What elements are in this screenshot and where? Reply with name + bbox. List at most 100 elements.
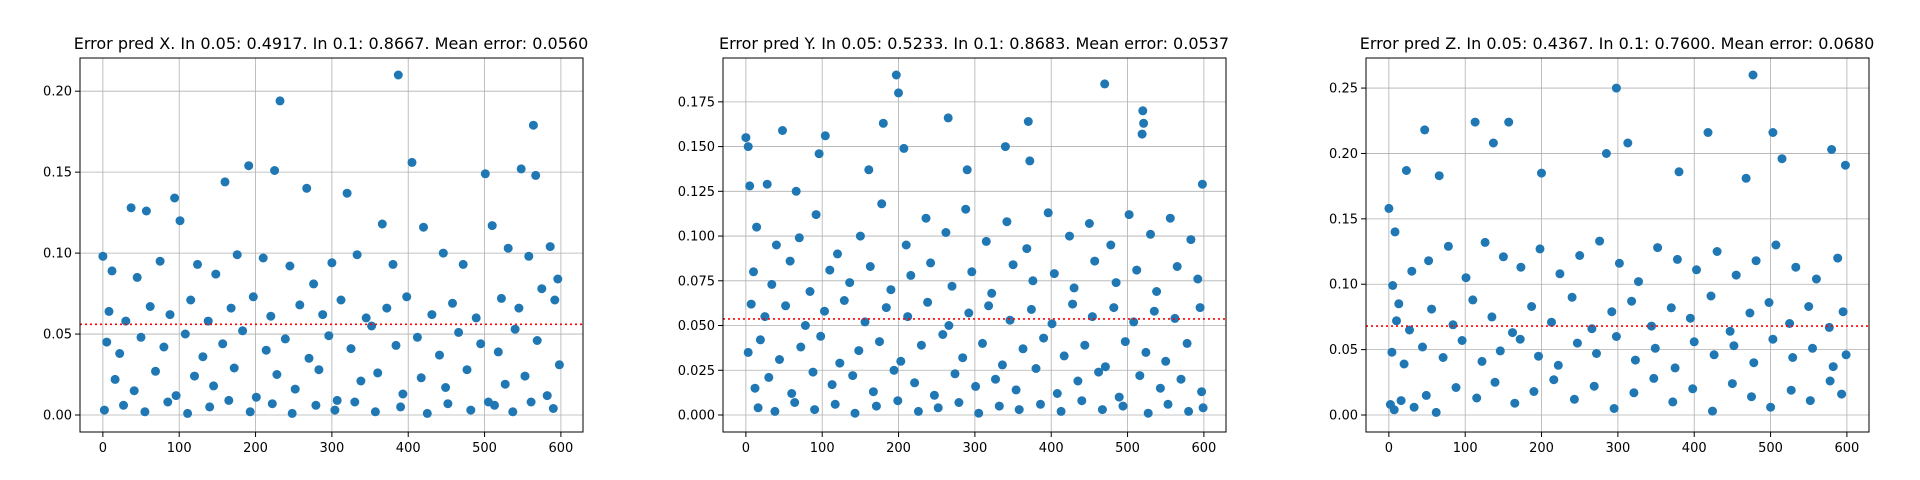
x-tick-label: 500 — [472, 441, 497, 456]
data-point — [1176, 374, 1186, 384]
data-point — [850, 408, 860, 418]
data-point — [749, 267, 758, 277]
data-point — [287, 408, 297, 418]
data-point — [916, 340, 926, 350]
chart-panel-z: Error pred Z. In 0.05: 0.4367. In 0.1: 0… — [1329, 34, 1874, 456]
data-point — [762, 179, 772, 189]
data-point — [480, 169, 490, 179]
x-tick-label: 0 — [1385, 441, 1393, 456]
data-point — [1614, 258, 1624, 268]
data-point — [119, 400, 128, 410]
data-point — [443, 399, 453, 409]
data-point — [1508, 328, 1517, 338]
data-point — [520, 371, 530, 381]
data-point — [356, 376, 366, 386]
data-point — [1043, 208, 1053, 218]
data-point — [510, 324, 520, 334]
data-point — [1068, 299, 1078, 309]
data-point — [1394, 299, 1404, 309]
chart-title: Error pred X. In 0.05: 0.4917. In 0.1: 0… — [74, 34, 589, 53]
data-point — [1833, 253, 1843, 263]
data-point — [1120, 337, 1130, 347]
data-point — [1094, 367, 1104, 377]
data-point — [1589, 381, 1599, 391]
y-tick-label: 0.20 — [43, 85, 72, 100]
data-point — [1420, 125, 1430, 135]
data-point — [1197, 179, 1207, 189]
data-point — [855, 231, 865, 241]
data-point — [140, 407, 150, 417]
data-point — [132, 272, 142, 282]
x-tick-label: 100 — [167, 441, 192, 456]
data-point — [1069, 283, 1079, 293]
data-point — [1629, 388, 1639, 398]
data-point — [1184, 406, 1194, 416]
data-point — [781, 301, 791, 311]
data-point — [871, 401, 881, 411]
data-point — [545, 242, 555, 252]
data-point — [1198, 403, 1208, 413]
data-point — [528, 120, 538, 130]
data-point — [1002, 217, 1012, 227]
data-point — [854, 346, 864, 356]
data-point — [1468, 295, 1478, 305]
data-point — [1405, 325, 1414, 335]
data-point — [1434, 171, 1444, 181]
data-point — [1407, 266, 1417, 276]
data-point — [1827, 145, 1837, 154]
data-point — [1472, 393, 1482, 403]
data-point — [830, 399, 840, 409]
data-point — [1389, 405, 1399, 415]
y-tick-label: 0.025 — [678, 364, 715, 379]
chart-title: Error pred Z. In 0.05: 0.4367. In 0.1: 0… — [1360, 34, 1875, 53]
data-point — [537, 284, 547, 294]
data-point — [1100, 362, 1110, 372]
data-point — [514, 303, 524, 313]
chart-panel-x: Error pred X. In 0.05: 0.4917. In 0.1: 0… — [43, 34, 588, 456]
data-point — [1135, 371, 1145, 381]
data-point — [1129, 317, 1139, 327]
data-point — [800, 321, 810, 330]
data-point — [1828, 362, 1838, 372]
data-point — [1132, 265, 1142, 275]
data-point — [775, 355, 784, 364]
data-point — [500, 379, 510, 389]
x-tick-label: 300 — [962, 441, 987, 456]
data-point — [1384, 203, 1394, 213]
data-point — [891, 70, 901, 80]
data-point — [1731, 270, 1741, 280]
data-point — [203, 316, 213, 326]
data-point — [1047, 319, 1057, 329]
x-tick-label: 600 — [548, 441, 573, 456]
data-point — [1056, 406, 1066, 416]
data-point — [741, 133, 751, 143]
data-point — [554, 360, 564, 370]
data-point — [1106, 240, 1116, 250]
data-point — [877, 199, 887, 209]
data-point — [261, 345, 271, 355]
data-point — [1448, 320, 1458, 330]
data-point — [1011, 385, 1021, 395]
data-point — [1451, 383, 1461, 392]
data-point — [471, 313, 481, 323]
data-point — [825, 265, 835, 275]
chart-title: Error pred Y. In 0.05: 0.5233. In 0.1: 0… — [719, 34, 1229, 53]
data-point — [466, 405, 476, 415]
data-point — [1427, 304, 1437, 314]
data-point — [978, 338, 987, 348]
data-point — [229, 363, 239, 373]
data-point — [954, 398, 964, 407]
data-point — [1431, 407, 1441, 417]
y-tick-label: 0.15 — [1329, 212, 1358, 227]
data-point — [913, 406, 923, 416]
data-point — [1824, 322, 1834, 332]
data-point — [1418, 342, 1427, 352]
data-point — [248, 292, 258, 302]
data-point — [1424, 256, 1434, 266]
y-tick-label: 0.10 — [43, 247, 72, 262]
data-point — [388, 259, 398, 269]
data-point — [1547, 317, 1556, 327]
data-point — [193, 259, 202, 269]
data-point — [285, 261, 295, 271]
